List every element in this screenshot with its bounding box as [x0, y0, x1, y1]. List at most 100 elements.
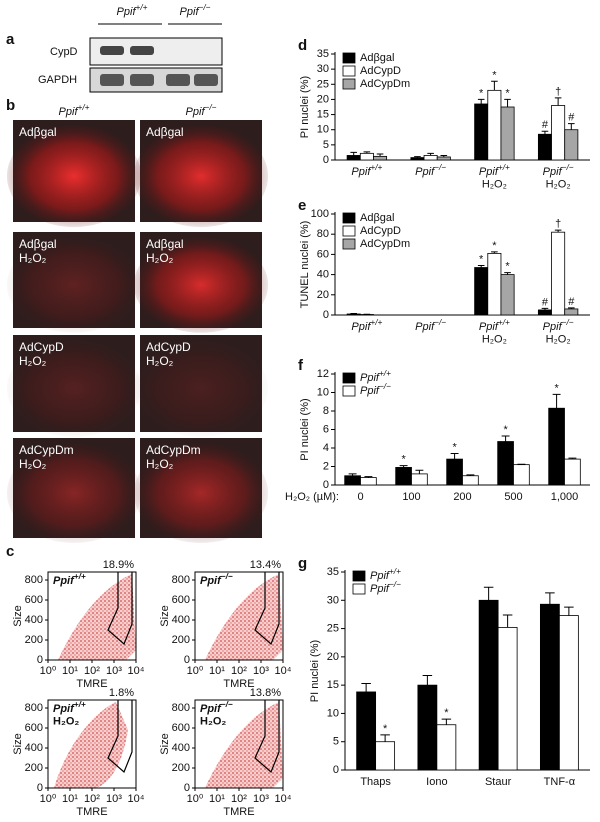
legend-swatch	[342, 52, 356, 64]
bar	[513, 464, 530, 486]
error-bar	[350, 151, 357, 156]
error-bar	[541, 307, 549, 310]
x-tick-label: 10⁰	[40, 793, 57, 805]
y-axis-label: Size	[12, 733, 24, 754]
bar	[551, 105, 566, 161]
y-tick-label: 12	[317, 368, 329, 380]
cell-glow	[6, 125, 142, 228]
y-tick-label: 4	[323, 442, 329, 454]
cell-glow	[6, 236, 142, 333]
band	[194, 74, 218, 86]
condition-label: Ppif−/− H₂O₂	[200, 700, 233, 728]
bar	[417, 684, 438, 771]
x-tick-label: Ppif−/− H₂O₂	[543, 163, 574, 191]
y-tick-label: 0	[323, 309, 329, 321]
band	[130, 74, 154, 86]
error-bar	[380, 734, 390, 742]
x-tick-label: 10⁴	[128, 793, 145, 805]
panel-letter: c	[6, 543, 14, 560]
y-tick-label: 8	[323, 405, 329, 417]
legend-swatch	[342, 225, 356, 237]
error-bar	[361, 682, 371, 692]
y-tick-label: 25	[317, 78, 329, 90]
percent-label: 1.8%	[109, 687, 134, 699]
y-tick-label: 0	[184, 654, 190, 666]
blot-row-label: GAPDH	[38, 74, 77, 86]
cell-glow	[133, 125, 269, 228]
y-tick-label: 600	[172, 594, 190, 606]
y-tick-label: 400	[172, 614, 190, 626]
y-tick-label: 400	[25, 614, 43, 626]
legend-swatch	[342, 238, 356, 250]
error-bar	[552, 393, 561, 409]
y-tick-label: 80	[317, 228, 329, 240]
x-tick-label: 100	[402, 491, 420, 503]
y-tick-label: 35	[317, 48, 329, 60]
y-tick-label: 200	[172, 762, 190, 774]
significance-marker: *	[479, 253, 484, 265]
error-bar	[399, 465, 408, 468]
bar	[497, 627, 518, 771]
x-tick-label: 10²	[84, 793, 100, 805]
y-tick-label: 15	[317, 108, 329, 120]
bar	[436, 156, 451, 161]
bar	[395, 467, 412, 486]
error-bar	[504, 272, 511, 275]
error-bar	[466, 474, 475, 476]
x-tick-label: 1,000	[551, 491, 579, 503]
y-axis-label: TUNEL nuclei (%)	[299, 221, 311, 309]
legend-swatch	[342, 385, 356, 397]
cell-glow	[6, 443, 142, 543]
cell-glow	[133, 443, 269, 543]
significance-marker: *	[383, 723, 388, 735]
gate	[254, 572, 280, 646]
cell-cloud	[205, 574, 283, 660]
y-axis-label: PI nuclei (%)	[299, 76, 311, 138]
x-tick-label: 500	[504, 491, 522, 503]
condition-label: Ppif−/−	[200, 572, 233, 587]
y-tick-label: 2	[323, 460, 329, 472]
x-tick-label: 200	[453, 491, 471, 503]
y-tick-label: 0	[37, 782, 43, 794]
bar	[436, 724, 457, 771]
y-tick-label: 400	[172, 742, 190, 754]
legend-label: AdCypD	[360, 65, 401, 77]
error-bar	[414, 156, 421, 158]
y-tick-label: 0	[184, 782, 190, 794]
error-bar	[491, 80, 498, 91]
x-tick-label: 10³	[106, 665, 122, 677]
error-bar	[350, 312, 357, 314]
y-tick-label: 800	[25, 702, 43, 714]
significance-marker: *	[505, 87, 510, 99]
y-tick-label: 200	[172, 634, 190, 646]
x-tick-label: 10³	[106, 793, 122, 805]
x-tick-label: Iono	[426, 776, 447, 788]
y-tick-label: 800	[172, 574, 190, 586]
significance-marker: *	[492, 69, 497, 81]
y-tick-label: 10	[317, 124, 329, 136]
x-tick-label: Ppif+/+	[351, 163, 382, 178]
x-axis-label: TMRE	[76, 678, 107, 690]
x-tick-label: 10⁰	[187, 793, 204, 805]
y-tick-label: 30	[327, 594, 339, 606]
y-tick-label: 40	[317, 269, 329, 281]
significance-marker: *	[492, 240, 497, 252]
bar	[373, 155, 388, 161]
significance-marker: *	[444, 707, 449, 719]
x-tick-label: 10⁰	[40, 665, 57, 677]
y-tick-label: 20	[317, 93, 329, 105]
legend-label: Adβgal	[360, 212, 394, 224]
blot-genotype: Ppif−/−	[180, 3, 211, 18]
error-bar	[545, 592, 555, 605]
legend-label: AdCypDm	[360, 78, 410, 90]
x-tick-label: 10³	[253, 793, 269, 805]
condition-label: Ppif+/+	[53, 572, 86, 587]
x-tick-label: 10³	[253, 665, 269, 677]
y-tick-label: 20	[317, 289, 329, 301]
bar	[423, 155, 438, 161]
error-bar	[427, 152, 434, 156]
x-tick-label: 0	[357, 491, 363, 503]
bar	[474, 267, 489, 316]
significance-marker: #	[568, 296, 575, 308]
bar	[537, 133, 552, 161]
